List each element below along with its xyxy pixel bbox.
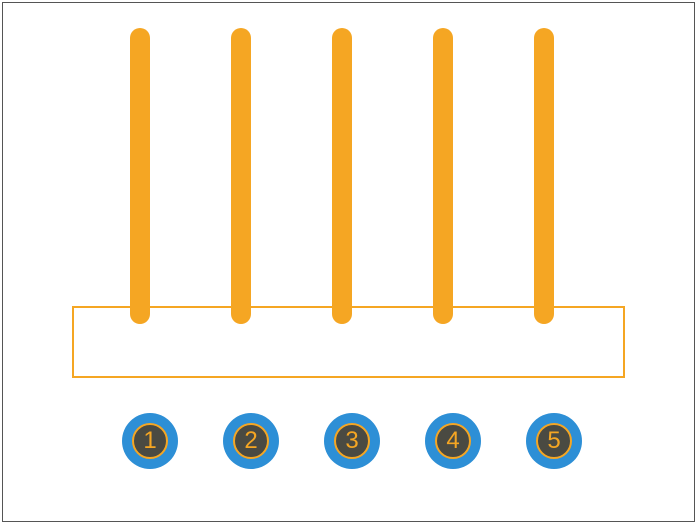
component-body-outline xyxy=(72,306,625,378)
pad-4: 4 xyxy=(425,413,481,469)
pin-trace-3 xyxy=(332,28,352,324)
pin-trace-5 xyxy=(534,28,554,324)
pad-5: 5 xyxy=(526,413,582,469)
pad-2: 2 xyxy=(223,413,279,469)
pad-label-2: 2 xyxy=(233,423,269,459)
pad-1: 1 xyxy=(122,413,178,469)
pad-label-1: 1 xyxy=(132,423,168,459)
pad-label-4: 4 xyxy=(435,423,471,459)
pin-trace-2 xyxy=(231,28,251,324)
footprint-canvas: 1 2 3 4 5 xyxy=(0,0,697,524)
pad-label-5: 5 xyxy=(536,423,572,459)
pad-label-3: 3 xyxy=(334,423,370,459)
pin-trace-1 xyxy=(130,28,150,324)
pin-trace-4 xyxy=(433,28,453,324)
pad-3: 3 xyxy=(324,413,380,469)
